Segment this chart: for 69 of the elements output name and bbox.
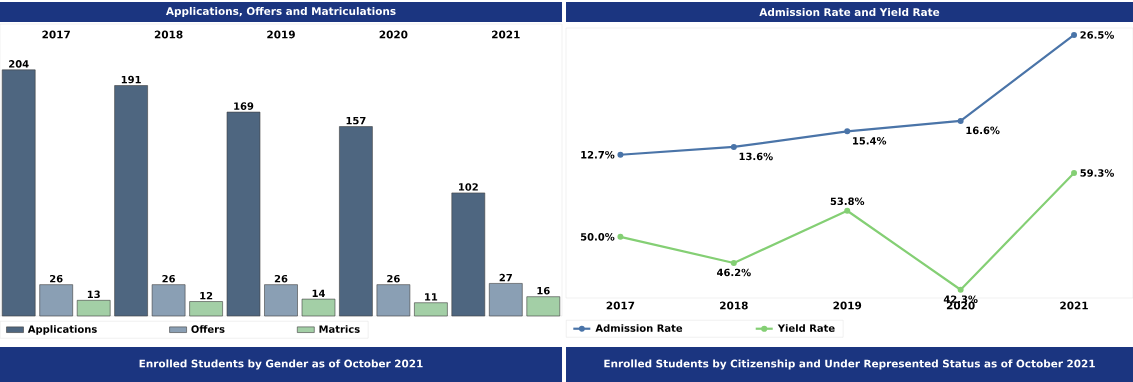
x-tick-label: 2018 (720, 301, 748, 310)
legend-label: Yield Rate (777, 324, 835, 332)
data-label: 26 (162, 274, 176, 283)
legend-label: Matrics (319, 325, 360, 333)
bar (264, 284, 298, 317)
point (957, 286, 964, 293)
bar (189, 301, 223, 317)
data-label: 16 (537, 286, 550, 295)
bar (151, 284, 186, 317)
bar (489, 283, 523, 317)
data-label: 204 (9, 60, 29, 68)
point (617, 233, 624, 240)
data-label: 191 (121, 75, 141, 84)
data-label: 46.2% (717, 268, 751, 277)
bar (1, 69, 36, 317)
chart-title: Admission Rate and Yield Rate (759, 7, 940, 17)
bar (226, 111, 261, 317)
x-tick-label: 2018 (154, 30, 183, 39)
bar (339, 126, 373, 317)
legend-label: Admission Rate (595, 324, 683, 332)
data-label: 102 (459, 183, 478, 191)
bar (301, 298, 336, 317)
legend-label: Offers (191, 325, 225, 333)
data-label: 157 (346, 116, 366, 125)
data-label: 53.8% (830, 197, 865, 206)
point (730, 143, 737, 150)
bar (76, 300, 111, 317)
data-label: 26.5% (1080, 31, 1114, 39)
x-tick-label: 2021 (492, 30, 520, 39)
data-label: 13 (87, 290, 100, 299)
bar (376, 284, 411, 317)
bar (39, 284, 73, 317)
point (957, 117, 964, 124)
point (1071, 31, 1078, 38)
x-tick-label: 2021 (1060, 301, 1088, 310)
text: Enrolled Students by Gender as of October 2021 (139, 359, 423, 370)
x-tick-label: 2019 (833, 301, 862, 310)
data-label: 26 (50, 274, 63, 283)
data-label: 15.4% (853, 137, 887, 145)
data-label: 13.6% (739, 152, 773, 161)
data-label: 14 (312, 289, 325, 297)
point (1071, 169, 1078, 176)
bar (526, 296, 561, 317)
text: Enrolled Students by Citizenship and Under Represented Status as of October 2021 (604, 359, 1095, 370)
data-label: 26 (387, 274, 400, 283)
data-label: 42.3% (943, 295, 978, 303)
data-label: 12 (200, 291, 213, 300)
point (844, 128, 851, 135)
point (617, 151, 624, 158)
x-tick-label: 2020 (946, 301, 975, 310)
data-label: 12.7% (581, 150, 615, 159)
x-tick-label: 2020 (379, 30, 408, 39)
legend-label: Applications (27, 325, 97, 335)
x-tick-label: 2017 (606, 301, 635, 310)
point (730, 259, 737, 266)
bar (451, 192, 486, 317)
point (844, 207, 851, 214)
bar (114, 85, 148, 317)
bar (414, 302, 448, 317)
data-label: 169 (234, 102, 254, 110)
data-label: 16.6% (966, 126, 1000, 135)
data-label: 26 (274, 274, 288, 283)
x-tick-label: 2019 (267, 30, 295, 39)
data-label: 27 (499, 273, 512, 282)
x-tick-label: 2017 (42, 30, 70, 39)
data-label: 11 (425, 293, 438, 301)
data-label: 59.3% (1080, 169, 1114, 177)
chart-title: Applications, Offers and Matriculations (165, 6, 396, 18)
data-label: 50.0% (580, 233, 615, 241)
